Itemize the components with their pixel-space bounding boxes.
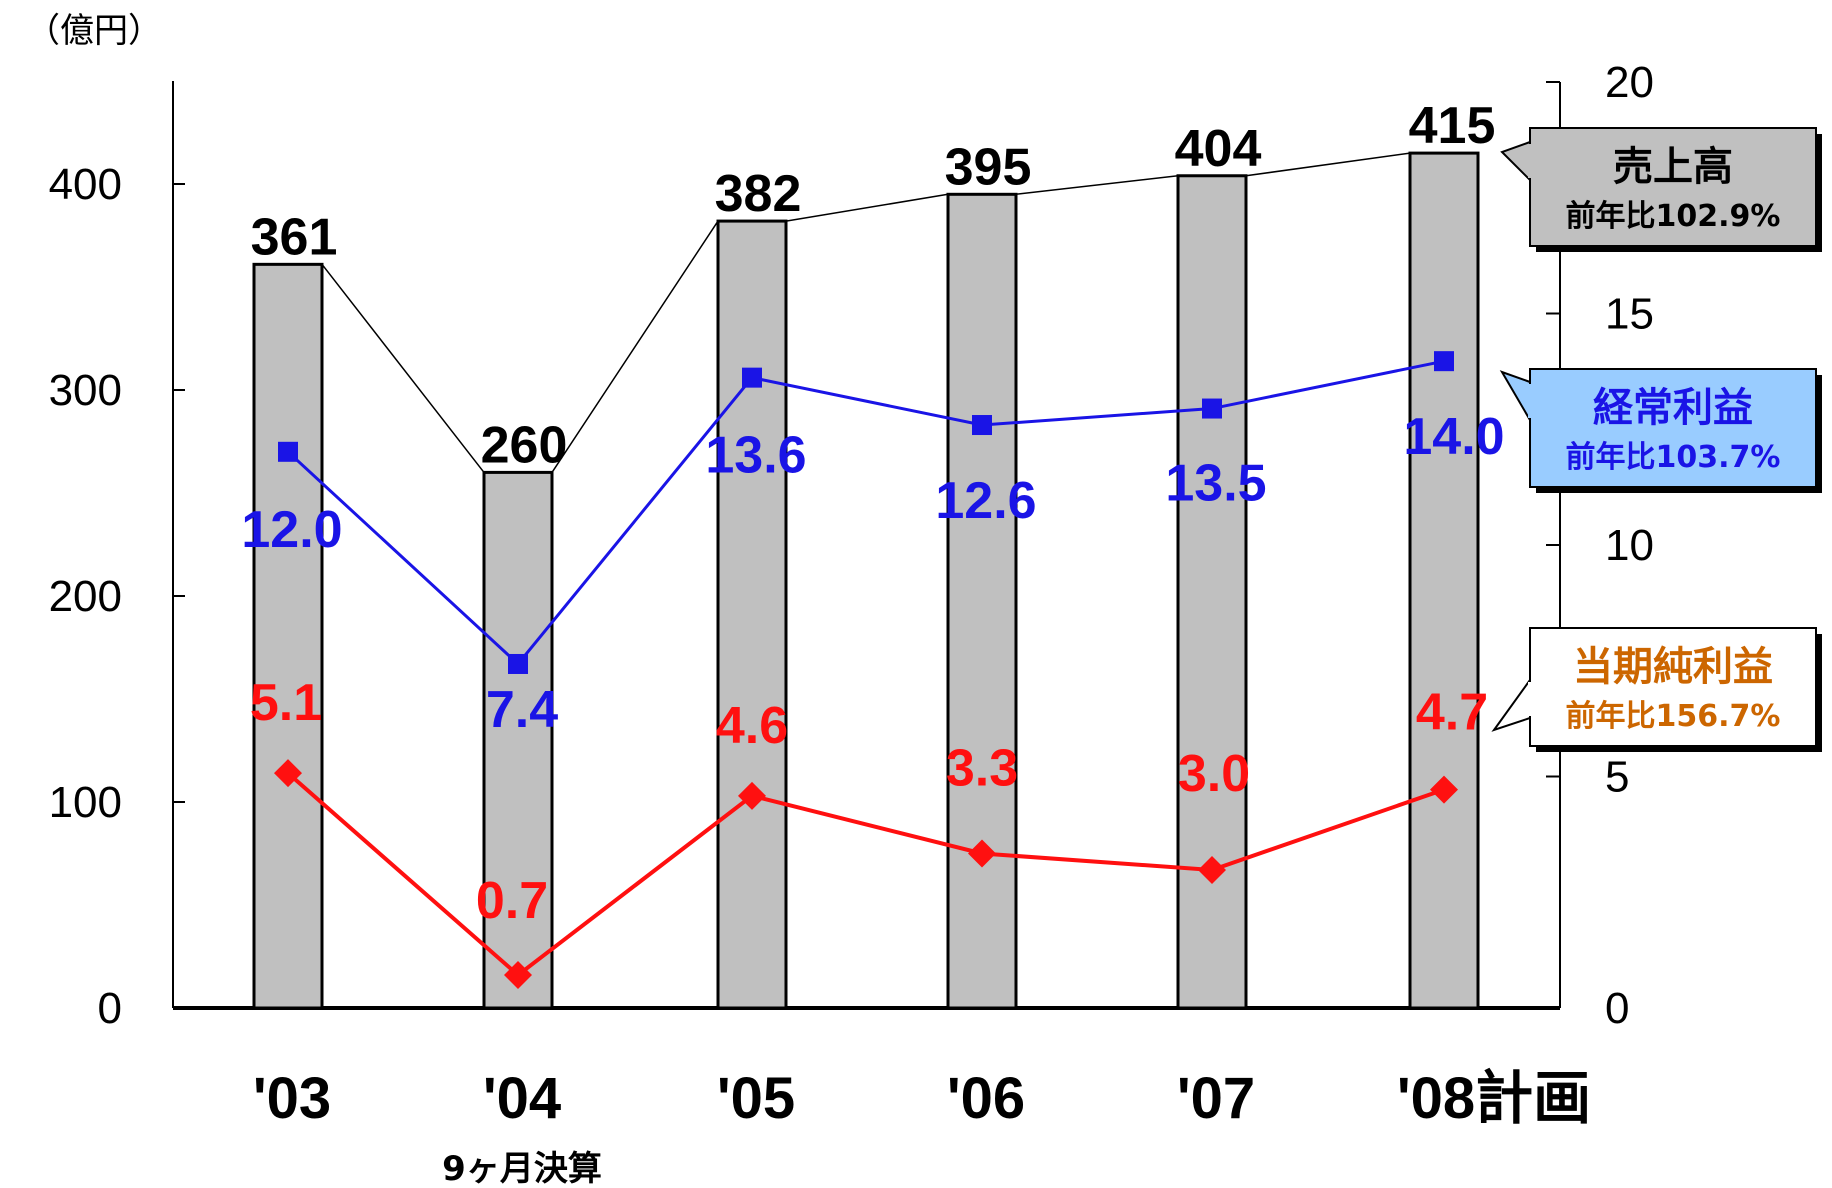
ordinary-profit-marker bbox=[1202, 398, 1222, 419]
net-profit-marker bbox=[1430, 775, 1458, 804]
net-profit-marker bbox=[738, 781, 766, 810]
ordinary-profit-label: 7.4 bbox=[486, 681, 558, 739]
axes-layer: （億円） 0 100 200 300 400 0 5 10 15 20 bbox=[26, 11, 1654, 1033]
net-profit-line bbox=[286, 771, 1445, 978]
callout-title: 経常利益 bbox=[1593, 385, 1753, 431]
bar-sales bbox=[716, 219, 788, 1010]
labels-layer: 361 260 382 395 404 415 12.0 7.4 13.6 12.6 13.5 14.… bbox=[241, 97, 1591, 1188]
bar-sales bbox=[252, 262, 324, 1010]
ordinary-profit-marker bbox=[278, 441, 298, 462]
left-tick-label: 300 bbox=[49, 366, 122, 415]
lines-layer bbox=[274, 351, 1458, 990]
net-profit-label: 4.7 bbox=[1416, 684, 1488, 742]
left-tick-label: 400 bbox=[49, 160, 122, 209]
x-category-label: '08計画 bbox=[1397, 1066, 1591, 1131]
ordinary-profit-label: 14.0 bbox=[1403, 408, 1504, 466]
ordinary-profit-marker bbox=[1434, 351, 1454, 372]
x-category-label: '05 bbox=[717, 1066, 795, 1131]
callout-title: 売上高 bbox=[1613, 144, 1733, 190]
unit-label: （億円） bbox=[26, 11, 162, 51]
bar-sales bbox=[482, 470, 554, 1010]
callout-subtitle: 前年比103.7% bbox=[1566, 440, 1781, 475]
right-tick-label: 5 bbox=[1605, 753, 1629, 802]
net-profit-marker bbox=[504, 961, 532, 990]
callout-subtitle: 前年比156.7% bbox=[1566, 699, 1781, 734]
callout-title: 当期純利益 bbox=[1573, 644, 1773, 690]
x-category-label: '04 bbox=[483, 1066, 561, 1131]
ordinary-profit-line bbox=[286, 359, 1445, 667]
bar-value-label: 260 bbox=[481, 416, 568, 474]
left-tick-label: 200 bbox=[49, 572, 122, 621]
left-tick-label: 100 bbox=[49, 778, 122, 827]
callout-pointer bbox=[1499, 370, 1531, 424]
net-profit-label: 3.3 bbox=[946, 740, 1018, 798]
net-profit-marker bbox=[274, 759, 302, 788]
ordinary-profit-marker bbox=[508, 653, 528, 674]
ordinary-profit-label: 13.5 bbox=[1165, 455, 1266, 513]
x-category-label: '06 bbox=[947, 1066, 1025, 1131]
ordinary-profit-label: 12.6 bbox=[935, 472, 1036, 530]
bar-value-label: 404 bbox=[1175, 120, 1262, 178]
callout-pointer bbox=[1491, 676, 1531, 732]
net-profit-marker bbox=[968, 839, 996, 868]
x-category-label: '07 bbox=[1177, 1066, 1255, 1131]
bar-value-label: 415 bbox=[1409, 97, 1496, 155]
ordinary-profit-marker bbox=[742, 367, 762, 388]
net-profit-label: 5.1 bbox=[250, 674, 322, 732]
ordinary-profit-label: 13.6 bbox=[705, 427, 806, 485]
bars-layer bbox=[252, 151, 1480, 1010]
right-tick-label: 20 bbox=[1605, 58, 1654, 107]
x-category-sublabel: 9ヶ月決算 bbox=[442, 1149, 602, 1188]
bar-sales bbox=[1408, 151, 1480, 1010]
right-tick-label: 15 bbox=[1605, 290, 1654, 339]
right-tick-label: 10 bbox=[1605, 521, 1654, 570]
net-profit-label: 4.6 bbox=[716, 697, 788, 755]
callout-subtitle: 前年比102.9% bbox=[1566, 199, 1781, 234]
net-profit-label: 0.7 bbox=[476, 872, 548, 930]
ordinary-profit-label: 12.0 bbox=[241, 501, 342, 559]
callout-frame bbox=[1529, 368, 1817, 488]
x-category-label: '03 bbox=[253, 1066, 331, 1131]
net-profit-label: 3.0 bbox=[1178, 745, 1250, 803]
net-profit-marker bbox=[1198, 855, 1226, 884]
callout-frame bbox=[1529, 127, 1817, 247]
left-tick-label: 0 bbox=[98, 984, 122, 1033]
bar-value-label: 395 bbox=[945, 138, 1032, 196]
bar-value-label: 382 bbox=[715, 165, 802, 223]
right-tick-label: 0 bbox=[1605, 984, 1629, 1033]
bar-value-label: 361 bbox=[251, 208, 338, 266]
sales-connector-line bbox=[321, 152, 1411, 473]
ordinary-profit-marker bbox=[972, 415, 992, 436]
callout-frame bbox=[1529, 627, 1817, 747]
bar-sales bbox=[946, 192, 1018, 1010]
callout-pointer bbox=[1500, 140, 1531, 183]
